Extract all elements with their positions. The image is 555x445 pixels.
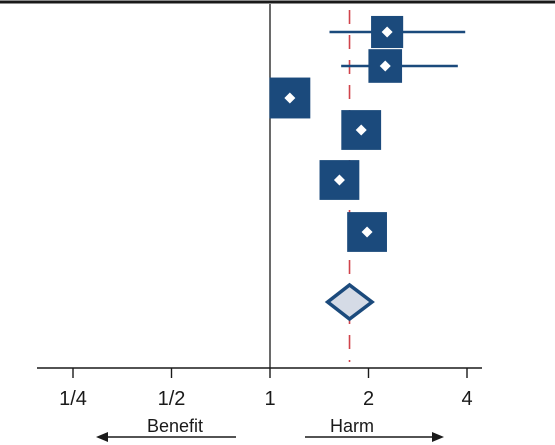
- pooled-diamond: [324, 282, 375, 322]
- study-point-marker: [284, 92, 296, 104]
- study-point-marker: [333, 174, 345, 186]
- x-tick-label: 2: [363, 388, 374, 410]
- study-point-marker: [361, 226, 373, 238]
- study-point-marker: [355, 124, 367, 136]
- x-tick-label: 4: [461, 388, 472, 410]
- study-point-marker: [381, 26, 393, 38]
- pooled-estimate: [324, 282, 375, 322]
- x-tick-label: 1: [264, 388, 275, 410]
- benefit-arrowhead: [96, 432, 108, 442]
- x-tick-label: 1/2: [158, 388, 186, 410]
- x-axis-ticks: 1/4 1/2 1 2 4: [59, 368, 473, 410]
- study-point-marker: [379, 60, 391, 72]
- direction-labels: Benefit Harm: [96, 416, 444, 442]
- study-markers: [269, 15, 466, 252]
- harm-label: Harm: [330, 416, 374, 436]
- harm-arrowhead: [432, 432, 444, 442]
- benefit-label: Benefit: [147, 416, 203, 436]
- x-tick-label: 1/4: [59, 388, 87, 410]
